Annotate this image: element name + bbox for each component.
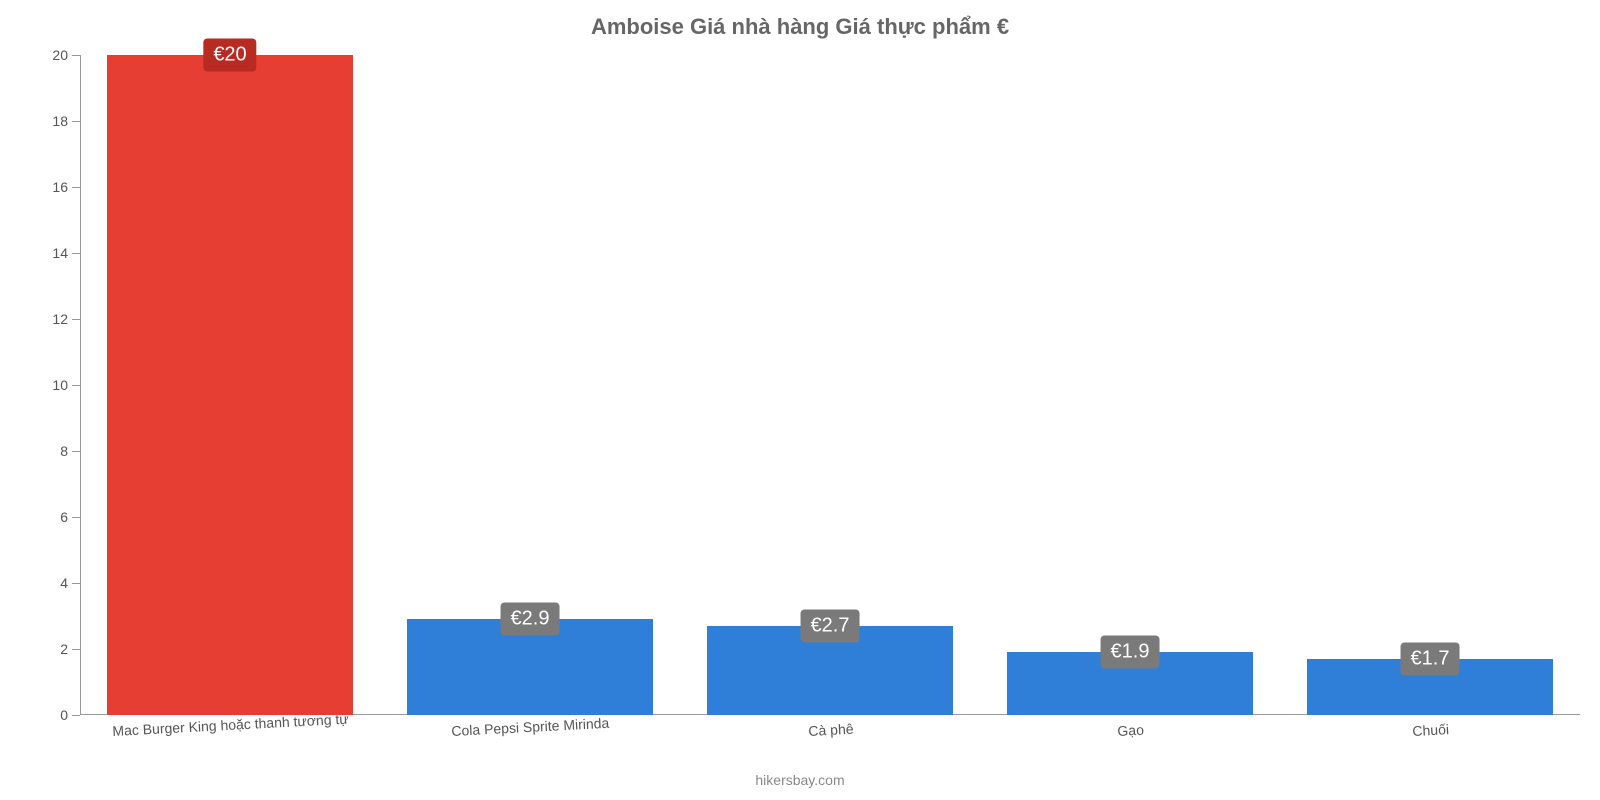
bar-value-label: €2.9 — [501, 603, 560, 636]
bar-value-label: €1.7 — [1401, 642, 1460, 675]
y-tick-label: 4 — [60, 575, 68, 591]
x-tick-label: Cà phê — [808, 721, 854, 739]
y-tick — [72, 187, 80, 188]
y-tick-label: 14 — [52, 245, 68, 261]
y-tick — [72, 649, 80, 650]
y-tick-label: 0 — [60, 707, 68, 723]
y-tick-label: 8 — [60, 443, 68, 459]
x-tick-label: Cola Pepsi Sprite Mirinda — [451, 715, 610, 739]
y-tick-label: 18 — [52, 113, 68, 129]
y-tick — [72, 55, 80, 56]
y-tick-label: 16 — [52, 179, 68, 195]
y-tick — [72, 385, 80, 386]
bar-value-label: €20 — [203, 39, 256, 72]
bar — [107, 55, 353, 715]
y-tick — [72, 451, 80, 452]
x-tick-label: Gạo — [1117, 722, 1144, 739]
y-tick-label: 12 — [52, 311, 68, 327]
bar-value-label: €2.7 — [801, 609, 860, 642]
y-tick — [72, 715, 80, 716]
y-tick — [72, 121, 80, 122]
y-tick — [72, 517, 80, 518]
y-tick-label: 20 — [52, 47, 68, 63]
y-tick — [72, 253, 80, 254]
x-tick-label: Chuối — [1412, 721, 1449, 739]
y-tick-label: 2 — [60, 641, 68, 657]
y-tick — [72, 319, 80, 320]
bar-value-label: €1.9 — [1101, 636, 1160, 669]
y-tick-label: 6 — [60, 509, 68, 525]
y-tick — [72, 583, 80, 584]
chart-title: Amboise Giá nhà hàng Giá thực phẩm € — [0, 0, 1600, 40]
y-tick-label: 10 — [52, 377, 68, 393]
y-axis-line — [80, 55, 81, 715]
plot-area: 02468101214161820 €20Mac Burger King hoặ… — [80, 55, 1580, 715]
footer-credit: hikersbay.com — [0, 772, 1600, 788]
